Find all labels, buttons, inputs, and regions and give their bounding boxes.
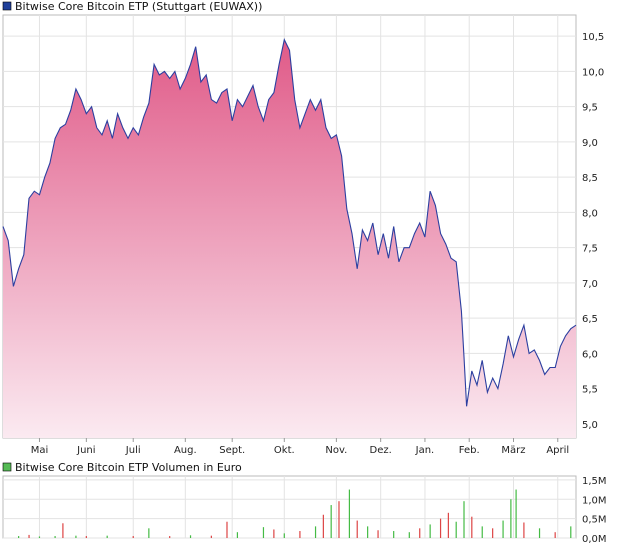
volume-bar bbox=[54, 536, 56, 538]
price-x-tick-label: März bbox=[501, 445, 525, 456]
volume-legend-label: Bitwise Core Bitcoin ETP Volumen in Euro bbox=[15, 461, 242, 474]
price-x-tick-label: Sept. bbox=[219, 445, 245, 456]
volume-bar bbox=[75, 535, 77, 538]
price-y-tick-label: 8,5 bbox=[582, 173, 598, 184]
volume-bar bbox=[226, 521, 228, 538]
volume-bar bbox=[356, 520, 358, 538]
price-series-line bbox=[2, 38, 577, 407]
volume-bar bbox=[148, 528, 150, 538]
price-x-tick-label: Mai bbox=[31, 445, 49, 456]
volume-bar bbox=[85, 536, 87, 538]
price-y-tick-label: 7,0 bbox=[582, 279, 598, 290]
price-y-tick-label: 10,5 bbox=[582, 32, 604, 43]
price-y-tick-label: 9,5 bbox=[582, 103, 598, 114]
volume-bar bbox=[348, 489, 351, 538]
volume-bar bbox=[523, 522, 525, 538]
volume-bar bbox=[492, 528, 494, 538]
volume-bar bbox=[463, 501, 465, 538]
price-y-tick-label: 8,0 bbox=[582, 208, 598, 219]
volume-bar bbox=[28, 534, 30, 538]
price-x-axis: Mai Juni Juli Aug. Sept. Okt. Nov. Dez. Jan. Feb.… bbox=[31, 438, 569, 456]
volume-y-tick-label: 0,5M bbox=[582, 515, 607, 526]
price-legend-swatch bbox=[2, 1, 12, 11]
volume-bar bbox=[236, 532, 239, 538]
volume-bar bbox=[455, 521, 457, 538]
volume-bar bbox=[283, 533, 285, 538]
price-x-tick-label: Jan. bbox=[415, 445, 435, 456]
price-y-tick-label: 10,0 bbox=[582, 67, 604, 78]
volume-y-tick-label: 0,0M bbox=[582, 534, 607, 545]
price-x-tick-label: Dez. bbox=[370, 445, 392, 456]
price-y-tick-label: 5,0 bbox=[582, 420, 598, 431]
volume-bar bbox=[299, 531, 301, 538]
volume-bar bbox=[447, 512, 449, 538]
volume-bar bbox=[18, 536, 20, 538]
price-x-tick-label: Aug. bbox=[174, 445, 197, 456]
volume-bar bbox=[262, 527, 265, 538]
volume-bar bbox=[330, 505, 332, 538]
price-x-tick-label: Feb. bbox=[459, 445, 480, 456]
volume-bar bbox=[419, 528, 421, 538]
volume-bar bbox=[367, 526, 369, 538]
volume-bar bbox=[273, 529, 275, 538]
price-y-tick-label: 6,5 bbox=[582, 314, 598, 325]
price-y-tick-label: 9,0 bbox=[582, 138, 598, 149]
volume-bar bbox=[210, 535, 212, 538]
price-y-tick-label: 6,0 bbox=[582, 349, 598, 360]
volume-bar bbox=[132, 536, 134, 538]
volume-y-tick-label: 1,5M bbox=[582, 476, 607, 487]
volume-bar bbox=[314, 526, 317, 538]
volume-bar bbox=[510, 499, 512, 538]
price-x-tick-label: Juni bbox=[76, 445, 95, 456]
volume-grid bbox=[3, 476, 576, 539]
volume-bar bbox=[38, 536, 41, 538]
volume-y-tick-label: 1,0M bbox=[582, 495, 607, 506]
volume-bar bbox=[502, 520, 504, 538]
price-y-tick-label: 7,5 bbox=[582, 244, 598, 255]
volume-bar bbox=[570, 526, 572, 538]
volume-bar bbox=[538, 528, 541, 538]
volume-bar bbox=[408, 532, 410, 538]
volume-bar bbox=[515, 489, 517, 538]
volume-bars bbox=[18, 489, 572, 538]
price-x-tick-label: Okt. bbox=[274, 445, 295, 456]
volume-plot-frame bbox=[2, 475, 577, 539]
price-x-tick-label: Juli bbox=[125, 445, 141, 456]
volume-legend-swatch bbox=[2, 462, 12, 472]
volume-bar bbox=[554, 532, 556, 538]
volume-bar bbox=[439, 518, 442, 538]
price-x-tick-label: April bbox=[546, 445, 569, 456]
price-x-tick-label: Nov. bbox=[325, 445, 347, 456]
price-y-tick-label: 5,5 bbox=[582, 385, 598, 396]
volume-bar bbox=[322, 514, 324, 538]
volume-bar bbox=[429, 524, 431, 538]
volume-bar bbox=[62, 523, 64, 538]
volume-bar bbox=[169, 536, 171, 538]
volume-bar bbox=[471, 516, 473, 538]
price-legend-label: Bitwise Core Bitcoin ETP (Stuttgart (EUW… bbox=[15, 0, 262, 13]
volume-bar bbox=[481, 526, 483, 538]
volume-y-axis: 1,5M 1,0M 0,5M 0,0M bbox=[582, 476, 607, 545]
volume-bar bbox=[106, 535, 108, 538]
volume-bar bbox=[377, 530, 379, 538]
volume-bar bbox=[189, 535, 192, 538]
price-area-layer bbox=[2, 38, 577, 438]
price-area-fill bbox=[3, 39, 576, 438]
volume-bar bbox=[338, 501, 340, 538]
volume-bar bbox=[393, 531, 395, 538]
price-y-axis: 10,5 10,0 9,5 9,0 8,5 8,0 7,5 7,0 6,5 6,0 5,5 5,0 bbox=[582, 32, 604, 431]
